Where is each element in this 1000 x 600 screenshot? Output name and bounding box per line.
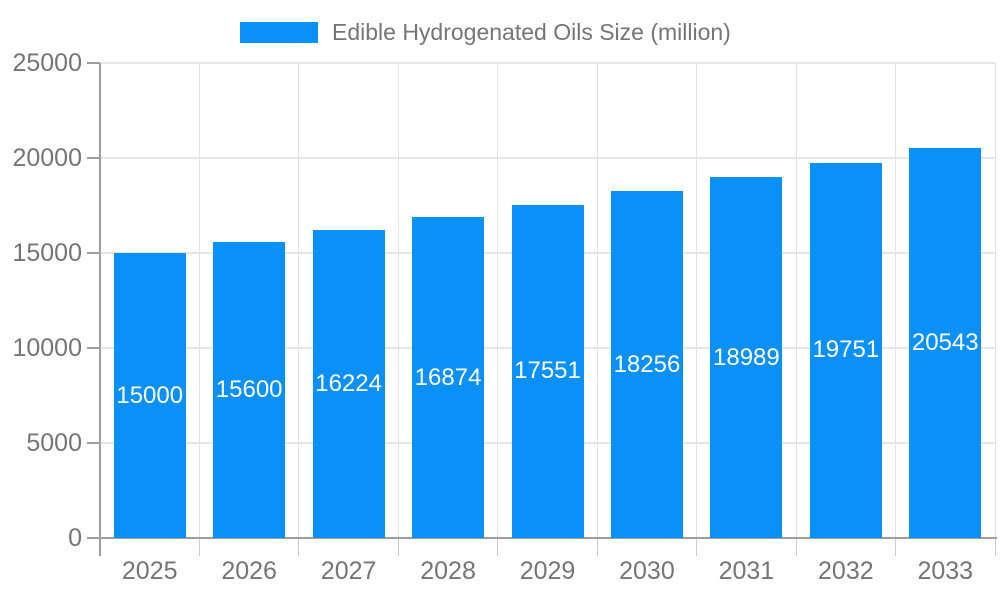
y-tick-label: 20000 — [12, 144, 82, 172]
x-gridline — [298, 63, 300, 538]
y-tick — [87, 537, 100, 539]
x-tick-label: 2028 — [420, 557, 476, 585]
x-tick — [795, 538, 797, 556]
y-gridline — [100, 157, 995, 159]
y-gridline — [100, 62, 995, 64]
x-tick-label: 2027 — [320, 557, 377, 585]
bar-value-label: 18989 — [713, 343, 780, 371]
bar — [412, 217, 485, 538]
x-tick-label: 2026 — [221, 557, 277, 585]
bar-value-label: 18256 — [613, 350, 681, 378]
bar-value-label: 16224 — [315, 369, 382, 397]
x-tick — [994, 538, 996, 556]
y-tick — [87, 157, 100, 159]
bar — [610, 191, 683, 538]
x-gridline — [497, 63, 499, 538]
bar — [213, 241, 286, 538]
legend-swatch — [240, 22, 318, 43]
bar — [809, 162, 882, 538]
x-tick — [696, 538, 698, 556]
x-gridline — [696, 63, 698, 538]
x-tick — [895, 538, 897, 556]
y-tick — [87, 252, 100, 254]
x-gridline — [198, 63, 200, 538]
bar — [113, 253, 186, 538]
y-tick — [87, 62, 100, 64]
bar-value-label: 16874 — [414, 363, 482, 391]
x-tick-label: 2025 — [121, 557, 178, 585]
legend-label: Edible Hydrogenated Oils Size (million) — [332, 19, 731, 45]
y-axis-line — [99, 63, 101, 556]
bar — [710, 177, 783, 538]
bar-value-label: 19751 — [812, 336, 880, 364]
x-tick-label: 2033 — [917, 557, 974, 585]
x-axis-line — [99, 537, 997, 539]
bar-value-label: 20543 — [911, 328, 979, 356]
x-tick-label: 2029 — [519, 557, 576, 585]
bar-value-label: 15000 — [116, 381, 184, 409]
x-tick-label: 2030 — [619, 557, 675, 585]
x-gridline — [397, 63, 399, 538]
bar — [909, 147, 982, 538]
y-tick — [87, 442, 100, 444]
x-gridline — [795, 63, 797, 538]
x-tick-label: 2032 — [818, 557, 874, 585]
y-tick-label: 15000 — [12, 239, 82, 267]
x-tick — [198, 538, 200, 556]
x-gridline — [596, 63, 598, 538]
bar-value-label: 17551 — [514, 357, 581, 385]
y-tick-label: 0 — [68, 524, 82, 552]
y-tick-label: 5000 — [26, 429, 82, 457]
bar — [511, 204, 584, 538]
x-gridline — [895, 63, 897, 538]
bar — [312, 229, 385, 538]
bar-value-label: 15600 — [215, 375, 283, 403]
x-tick — [397, 538, 399, 556]
x-tick-label: 2031 — [718, 557, 775, 585]
x-tick — [298, 538, 300, 556]
x-gridline — [994, 63, 996, 538]
y-tick — [87, 347, 100, 349]
x-tick — [596, 538, 598, 556]
x-tick — [497, 538, 499, 556]
y-tick-label: 10000 — [12, 334, 82, 362]
y-tick-label: 25000 — [12, 49, 82, 77]
